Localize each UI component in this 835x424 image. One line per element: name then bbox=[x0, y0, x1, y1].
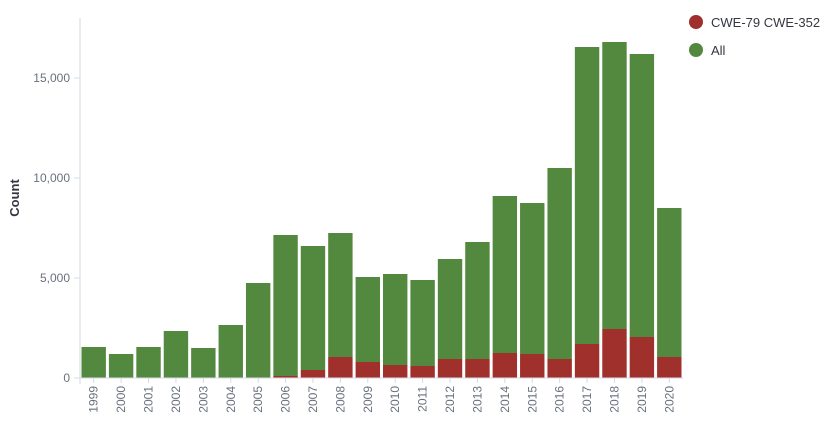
bar-1999-series-1[interactable] bbox=[81, 347, 106, 378]
bar-2010-series-1[interactable] bbox=[383, 274, 408, 365]
x-tick-label: 2016 bbox=[553, 386, 567, 413]
x-tick-label: 2018 bbox=[607, 386, 621, 413]
bar-2011-series-1[interactable] bbox=[410, 280, 435, 366]
legend-label-series-0: CWE-79 CWE-352 bbox=[711, 14, 821, 30]
x-tick-label: 2017 bbox=[580, 386, 594, 413]
bar-2018-series-1[interactable] bbox=[602, 42, 627, 329]
legend-swatch-series-0 bbox=[689, 15, 703, 29]
x-tick-label: 2010 bbox=[388, 386, 402, 413]
x-tick-label: 2015 bbox=[525, 386, 539, 413]
x-tick-label: 2002 bbox=[169, 386, 183, 413]
y-tick-label: 10,000 bbox=[33, 171, 70, 185]
bar-2002-series-1[interactable] bbox=[163, 331, 189, 378]
bar-2020-series-0[interactable] bbox=[657, 357, 682, 378]
bar-2012-series-1[interactable] bbox=[437, 259, 463, 359]
x-tick-label: 2006 bbox=[279, 386, 293, 413]
x-tick-label: 2009 bbox=[361, 386, 375, 413]
legend-item-series-1[interactable]: All bbox=[689, 40, 820, 60]
x-tick-label: 2005 bbox=[251, 386, 265, 413]
x-tick-label: 2003 bbox=[196, 386, 210, 413]
bar-2008-series-0[interactable] bbox=[328, 357, 353, 378]
axes-group: 0 5,000 10,000 15,000 1999 2000 2001 2002 2003 20… bbox=[33, 18, 683, 413]
bar-2014-series-1[interactable] bbox=[492, 196, 518, 353]
bar-2000-series-1[interactable] bbox=[108, 354, 134, 378]
y-tick-label: 15,000 bbox=[33, 71, 70, 85]
legend-label-series-1: All bbox=[711, 42, 726, 58]
x-tick-label: 2020 bbox=[662, 386, 676, 413]
bar-2019-series-0[interactable] bbox=[629, 337, 655, 378]
x-tick-label: 2001 bbox=[142, 386, 156, 413]
bar-2018-series-0[interactable] bbox=[602, 329, 627, 378]
y-tick-label: 0 bbox=[63, 371, 70, 385]
bar-2020-series-1[interactable] bbox=[657, 208, 682, 357]
bar-2009-series-1[interactable] bbox=[355, 277, 380, 362]
bar-2007-series-0[interactable] bbox=[300, 370, 326, 378]
legend: CWE-79 CWE-352 All bbox=[689, 12, 820, 68]
bar-2005-series-1[interactable] bbox=[245, 283, 271, 378]
bar-2007-series-1[interactable] bbox=[300, 246, 326, 370]
bar-2013-series-1[interactable] bbox=[465, 242, 490, 359]
bar-2019-series-1[interactable] bbox=[629, 54, 655, 337]
bar-2012-series-0[interactable] bbox=[437, 359, 463, 378]
bar-2013-series-0[interactable] bbox=[465, 359, 490, 378]
legend-swatch-series-1 bbox=[689, 43, 703, 57]
x-tick-label: 2014 bbox=[498, 386, 512, 413]
legend-item-series-0[interactable]: CWE-79 CWE-352 bbox=[689, 12, 820, 32]
bar-2017-series-1[interactable] bbox=[574, 47, 600, 344]
x-tick-label: 2011 bbox=[416, 386, 430, 412]
x-tick-label: 2004 bbox=[224, 386, 238, 413]
y-axis-title: Count bbox=[7, 179, 22, 217]
bar-2016-series-1[interactable] bbox=[547, 168, 572, 359]
x-tick-label: 2013 bbox=[470, 386, 484, 413]
bar-2010-series-0[interactable] bbox=[383, 365, 408, 378]
bar-2008-series-1[interactable] bbox=[328, 233, 353, 357]
x-tick-label: 1999 bbox=[87, 386, 101, 413]
x-tick-label: 2012 bbox=[443, 386, 457, 413]
bar-2009-series-0[interactable] bbox=[355, 362, 380, 378]
y-tick-label: 5,000 bbox=[40, 271, 70, 285]
x-tick-label: 2019 bbox=[635, 386, 649, 413]
bar-2016-series-0[interactable] bbox=[547, 359, 572, 378]
bar-2001-series-1[interactable] bbox=[136, 347, 161, 378]
bar-2017-series-0[interactable] bbox=[574, 344, 600, 378]
bar-2011-series-0[interactable] bbox=[410, 366, 435, 378]
bar-2014-series-0[interactable] bbox=[492, 353, 518, 378]
bars-group bbox=[81, 42, 682, 378]
bar-2015-series-0[interactable] bbox=[520, 354, 545, 378]
x-tick-label: 2007 bbox=[306, 386, 320, 413]
x-tick-label: 2000 bbox=[114, 386, 128, 413]
bar-2003-series-1[interactable] bbox=[191, 348, 216, 378]
bar-2015-series-1[interactable] bbox=[520, 203, 545, 354]
x-tick-label: 2008 bbox=[333, 386, 347, 413]
bar-2004-series-1[interactable] bbox=[218, 325, 243, 378]
bar-2006-series-1[interactable] bbox=[273, 235, 298, 376]
bar-2006-series-0[interactable] bbox=[273, 376, 298, 378]
